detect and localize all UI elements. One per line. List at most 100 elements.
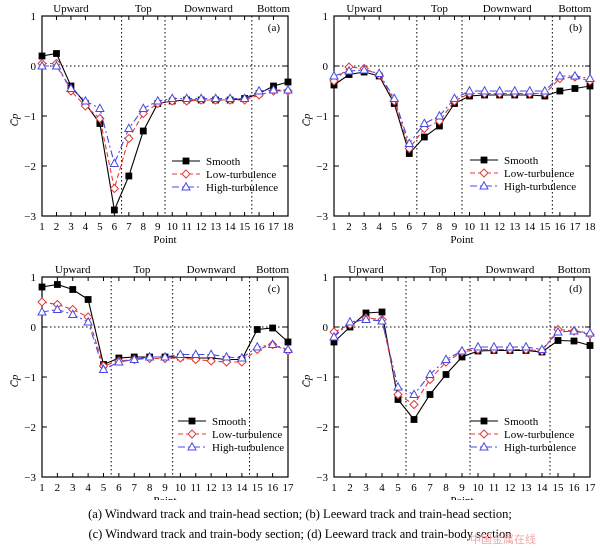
y-tick-label: −1 (316, 111, 328, 123)
x-tick-label: 18 (283, 221, 295, 233)
legend-marker (181, 169, 191, 179)
legend-label: High-turbulence (504, 181, 576, 193)
series-high-turbulence (37, 304, 293, 373)
panel-label: (b) (569, 22, 582, 34)
data-point (80, 95, 91, 105)
y-axis-label: C̄p (301, 113, 313, 126)
y-tick-label: 0 (31, 322, 37, 334)
x-tick-label: 10 (175, 482, 187, 494)
data-point (464, 85, 475, 95)
data-point (129, 354, 140, 363)
data-point (330, 338, 338, 346)
y-tick-label: −3 (316, 472, 328, 484)
x-tick-label: 1 (39, 221, 45, 233)
x-tick-label: 12 (196, 221, 207, 233)
y-tick-label: −2 (24, 422, 36, 434)
y-tick-label: 1 (323, 11, 329, 23)
data-point (152, 95, 163, 105)
data-point (167, 93, 178, 102)
x-tick-label: 7 (126, 221, 132, 233)
x-tick-label: 16 (569, 482, 581, 494)
data-point (539, 85, 550, 95)
data-point (345, 316, 355, 326)
x-tick-label: 10 (464, 221, 476, 233)
figure-panels: 10−1−2−31 2 3 4 5 6 7 8 9 10 11 12 13 14 15 16 17 18Point… (9, 3, 597, 500)
data-point (284, 78, 292, 86)
data-point (52, 304, 63, 313)
data-point (190, 349, 201, 358)
panel-label: (c) (268, 283, 281, 295)
data-point (84, 296, 92, 303)
region-label: Top (135, 3, 152, 15)
region-label: Top (431, 3, 448, 15)
x-tick-label: 14 (524, 221, 536, 233)
legend-label: Low-turbulence (504, 168, 574, 180)
series-line (333, 317, 591, 406)
region-label: Upward (55, 264, 91, 276)
data-point (253, 326, 261, 333)
series-smooth (330, 308, 594, 423)
data-point (110, 206, 118, 214)
region-label: Upward (346, 3, 382, 15)
panel-1 (37, 15, 293, 217)
data-point (405, 150, 413, 157)
x-tick-label: 11 (479, 221, 490, 233)
y-tick-label: −1 (24, 111, 36, 123)
region-label: Downward (187, 264, 236, 276)
x-tick-label: 12 (494, 221, 505, 233)
y-tick-label: 1 (31, 272, 37, 284)
data-point (393, 389, 403, 400)
data-point (425, 369, 435, 378)
x-tick-label: 16 (267, 482, 279, 494)
data-point (570, 70, 580, 80)
legend-marker (182, 157, 190, 165)
data-point (37, 306, 47, 316)
data-point (95, 103, 105, 112)
series-high-turbulence (329, 64, 595, 147)
panel-label: (a) (268, 22, 281, 34)
data-point (410, 416, 418, 423)
data-point (505, 341, 515, 351)
x-tick-label: 8 (443, 482, 449, 494)
data-point (124, 133, 134, 144)
y-tick-label: −2 (316, 422, 328, 434)
series-low-turbulence (329, 313, 595, 410)
panel-4 (329, 276, 595, 478)
x-tick-label: 7 (132, 482, 138, 494)
data-point (524, 85, 535, 95)
data-point (221, 351, 232, 361)
x-tick-label: 18 (585, 221, 597, 233)
x-axis-label: Point (153, 234, 176, 246)
data-point (489, 341, 499, 351)
y-axis-label: C̄p (9, 113, 21, 126)
x-tick-label: 17 (283, 482, 295, 494)
region-label: Bottom (257, 3, 290, 15)
data-point (570, 337, 578, 345)
x-tick-label: 9 (155, 221, 161, 233)
x-tick-label: 16 (554, 221, 566, 233)
x-tick-label: 1 (331, 482, 337, 494)
legend-label: Low-turbulence (206, 169, 276, 181)
x-tick-label: 17 (569, 221, 581, 233)
legend-marker (479, 429, 489, 439)
x-tick-label: 3 (363, 482, 369, 494)
data-point (283, 344, 293, 353)
data-point (426, 391, 434, 398)
data-point (210, 93, 221, 102)
data-point (409, 389, 419, 398)
legend-marker (479, 441, 489, 451)
data-point (509, 85, 520, 95)
x-tick-label: 14 (236, 482, 248, 494)
x-tick-label: 11 (181, 221, 192, 233)
data-point (206, 356, 216, 366)
data-point (53, 281, 61, 288)
y-tick-label: 0 (31, 61, 37, 73)
x-tick-label: 12 (505, 482, 516, 494)
data-point (409, 399, 419, 410)
x-tick-label: 17 (268, 221, 280, 233)
data-point (436, 122, 443, 130)
legend-marker (181, 181, 191, 191)
data-point (53, 50, 60, 57)
x-tick-label: 2 (54, 221, 60, 233)
y-tick-label: −2 (316, 161, 328, 173)
